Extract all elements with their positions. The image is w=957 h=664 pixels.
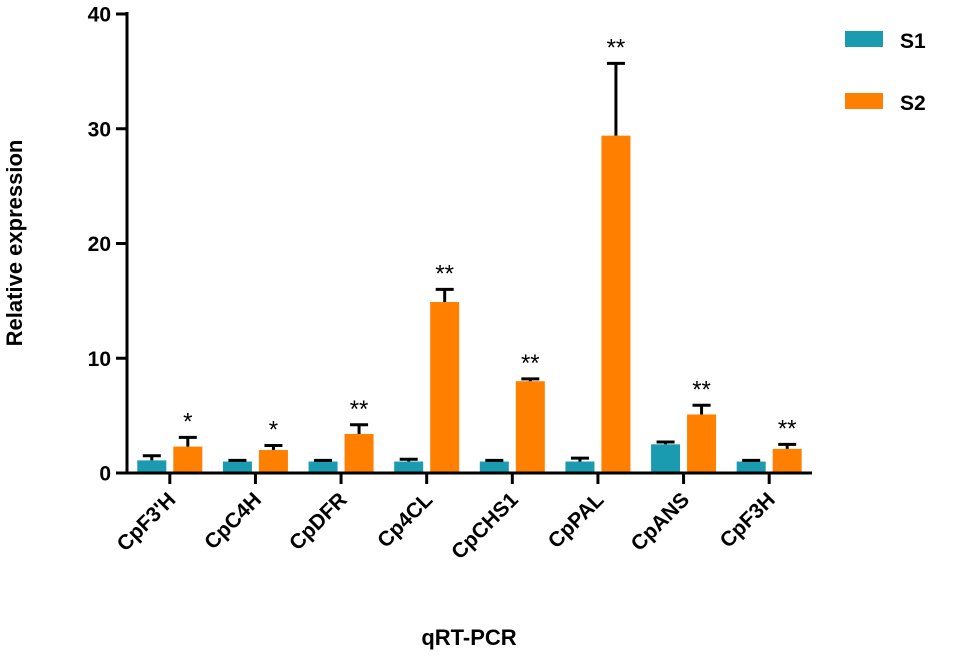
- x-tick-label-2: CpDFR: [285, 488, 352, 555]
- x-tick-label-7: CpF3H: [716, 488, 780, 552]
- significance-label-7: **: [778, 415, 797, 442]
- x-axis-title: qRT-PCR: [421, 625, 516, 650]
- bar-s2-7: [772, 448, 802, 473]
- x-tick-label-0: CpF3'H: [113, 488, 181, 556]
- significance-label-4: **: [521, 350, 540, 377]
- y-tick-label-1: 10: [88, 348, 111, 371]
- significance-label-5: **: [607, 34, 626, 61]
- bar-s2-3: [430, 302, 460, 473]
- bar-s2-1: [258, 450, 288, 473]
- significance-label-1: *: [269, 416, 278, 443]
- x-tick-label-3: Cp4CL: [373, 488, 437, 552]
- legend-label-s2: S2: [900, 92, 926, 115]
- bar-s2-0: [173, 446, 203, 473]
- bar-s2-2: [344, 433, 374, 473]
- legend-label-s1: S1: [900, 30, 926, 53]
- bar-s2-5: [601, 135, 631, 473]
- legend: S1 S2: [845, 30, 926, 115]
- x-tick-label-6: CpANS: [627, 488, 694, 555]
- bar-s1-5: [565, 461, 595, 473]
- legend-swatch-s2: [845, 93, 883, 109]
- legend-swatch-s1: [845, 31, 883, 47]
- bar-s1-6: [651, 444, 681, 473]
- y-tick-label-0: 0: [99, 463, 111, 486]
- bar-s2-6: [687, 414, 717, 473]
- significance-label-0: *: [183, 408, 192, 435]
- bar-s1-7: [736, 461, 766, 473]
- y-tick-label-3: 30: [88, 118, 111, 141]
- bar-s1-3: [394, 461, 424, 473]
- bar-s1-0: [137, 460, 167, 473]
- significance-label-3: **: [435, 260, 454, 287]
- significance-label-2: **: [350, 396, 369, 423]
- bar-s1-4: [479, 461, 509, 473]
- y-tick-label-4: 40: [88, 4, 111, 27]
- y-axis-title: Relative expression: [2, 140, 27, 347]
- x-tick-label-1: CpC4H: [200, 488, 266, 554]
- y-tick-label-2: 20: [88, 233, 111, 256]
- x-tick-label-4: CpCHS1: [447, 488, 523, 564]
- bar-s1-2: [308, 461, 338, 473]
- bars-layer: * *************: [137, 34, 802, 473]
- bar-s2-4: [515, 381, 545, 473]
- significance-label-6: **: [692, 376, 711, 403]
- x-tick-label-5: CpPAL: [544, 488, 609, 553]
- bar-s1-1: [222, 461, 252, 473]
